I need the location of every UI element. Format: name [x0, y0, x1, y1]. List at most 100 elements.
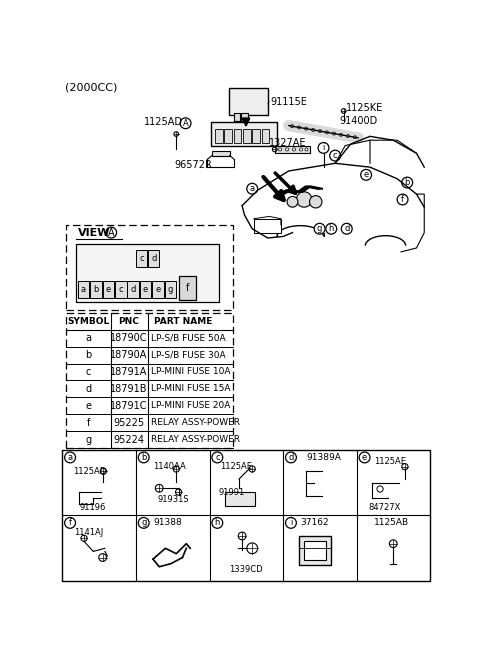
Text: i: i	[322, 143, 324, 153]
Text: d: d	[151, 254, 156, 263]
Text: LP-S/B FUSE 30A: LP-S/B FUSE 30A	[152, 350, 226, 360]
Text: f: f	[87, 418, 90, 428]
Circle shape	[278, 148, 282, 151]
Bar	[62, 450, 431, 580]
Bar	[211, 122, 277, 145]
Bar	[75, 244, 219, 302]
Circle shape	[81, 535, 87, 542]
Bar	[148, 250, 159, 267]
Text: (2000CC): (2000CC)	[65, 83, 117, 93]
Text: e: e	[155, 285, 160, 294]
Circle shape	[341, 109, 346, 113]
Circle shape	[174, 132, 179, 136]
Text: f: f	[69, 518, 72, 527]
Bar	[225, 492, 254, 506]
Bar	[234, 113, 240, 121]
Circle shape	[326, 223, 336, 234]
Text: 1125AD: 1125AD	[73, 467, 107, 476]
Circle shape	[312, 128, 314, 132]
Text: e: e	[85, 401, 92, 411]
Circle shape	[402, 177, 413, 188]
Text: 95224: 95224	[113, 435, 144, 445]
Circle shape	[359, 452, 370, 463]
Text: a: a	[81, 285, 86, 294]
Text: 1125AB: 1125AB	[374, 518, 409, 527]
Bar	[136, 250, 147, 267]
Text: c: c	[215, 453, 220, 462]
Circle shape	[65, 517, 75, 529]
Circle shape	[249, 466, 255, 472]
Circle shape	[377, 486, 383, 492]
Circle shape	[212, 452, 223, 463]
Text: h: h	[215, 518, 220, 527]
Circle shape	[318, 130, 322, 133]
Text: LP-MINI FUSE 20A: LP-MINI FUSE 20A	[152, 402, 231, 410]
Circle shape	[325, 131, 328, 134]
Text: 1125AE: 1125AE	[220, 462, 252, 471]
Circle shape	[247, 183, 258, 194]
Circle shape	[247, 543, 258, 553]
Circle shape	[286, 452, 296, 463]
Text: d: d	[85, 384, 92, 394]
Bar	[224, 128, 232, 143]
Text: 84727X: 84727X	[369, 503, 401, 512]
Circle shape	[100, 468, 107, 474]
Text: d: d	[130, 285, 135, 294]
Text: 1327AE: 1327AE	[269, 138, 307, 147]
Text: c: c	[139, 254, 144, 263]
Circle shape	[212, 517, 223, 529]
Bar	[276, 145, 311, 153]
Text: 91931S: 91931S	[157, 495, 189, 504]
Circle shape	[238, 532, 246, 540]
Bar	[66, 312, 233, 448]
Text: e: e	[362, 453, 367, 462]
Bar	[243, 128, 251, 143]
Bar	[254, 219, 281, 233]
Circle shape	[287, 196, 298, 207]
Text: f: f	[401, 195, 404, 204]
Circle shape	[353, 136, 357, 139]
Bar	[212, 151, 230, 156]
Text: g: g	[317, 224, 322, 233]
Text: g: g	[85, 435, 92, 445]
Text: b: b	[405, 178, 410, 187]
Text: 1140AA: 1140AA	[153, 462, 186, 471]
Circle shape	[298, 126, 300, 129]
Circle shape	[397, 194, 408, 205]
Text: d: d	[344, 224, 349, 233]
Text: e: e	[363, 170, 369, 179]
Circle shape	[173, 466, 180, 472]
Circle shape	[106, 227, 117, 238]
Bar	[179, 276, 196, 299]
Text: 91389A: 91389A	[306, 453, 341, 462]
Text: a: a	[68, 453, 72, 462]
Text: c: c	[333, 151, 337, 160]
Text: 18790C: 18790C	[110, 333, 148, 343]
Bar	[234, 128, 241, 143]
Bar	[78, 281, 89, 298]
Text: PNC: PNC	[119, 316, 139, 326]
Text: 91400D: 91400D	[339, 116, 377, 126]
Bar	[127, 281, 139, 298]
Bar	[262, 128, 269, 143]
Bar	[299, 536, 331, 565]
Circle shape	[300, 148, 302, 151]
Text: A: A	[183, 119, 189, 128]
Bar	[115, 281, 127, 298]
Circle shape	[402, 464, 408, 470]
Bar	[252, 128, 260, 143]
Circle shape	[314, 223, 325, 234]
Text: e: e	[143, 285, 148, 294]
Text: a: a	[85, 333, 92, 343]
Bar	[103, 281, 114, 298]
Circle shape	[156, 485, 163, 492]
Circle shape	[305, 148, 308, 151]
Circle shape	[65, 452, 75, 463]
Text: 1125AD: 1125AD	[144, 117, 183, 128]
Text: f: f	[185, 283, 189, 293]
Text: SYMBOL: SYMBOL	[68, 316, 110, 326]
Circle shape	[138, 452, 149, 463]
Text: 91115E: 91115E	[271, 97, 308, 107]
Bar	[165, 281, 176, 298]
Text: PART NAME: PART NAME	[154, 316, 212, 326]
